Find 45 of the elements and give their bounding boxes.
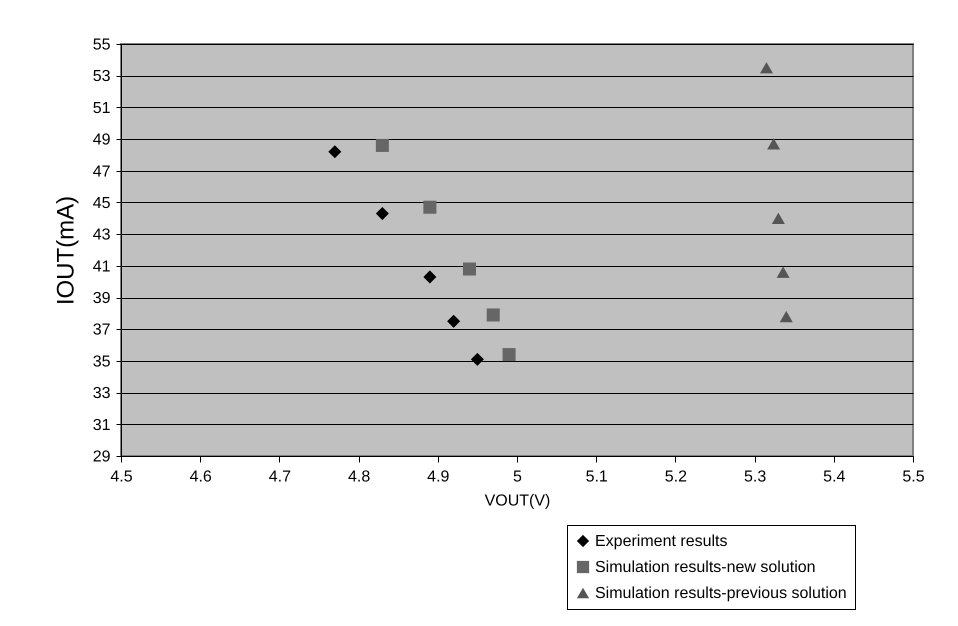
y-tick-label: 33 — [92, 385, 111, 402]
y-tick-label: 41 — [92, 258, 111, 276]
point — [447, 314, 460, 328]
point — [328, 145, 342, 158]
x-tick-label: 5.4 — [823, 468, 846, 486]
x-tick-label: 5.2 — [664, 468, 688, 486]
point — [760, 62, 773, 74]
point — [376, 138, 389, 152]
point — [470, 352, 484, 366]
point — [423, 270, 436, 284]
y-tick-label: 51 — [92, 100, 111, 117]
legend-label: Simulation results-new solution — [595, 559, 816, 576]
y-tick-label: 37 — [92, 322, 111, 339]
point — [486, 308, 500, 322]
x-axis-title: VOUT(V) — [484, 492, 550, 510]
x-tick-label: 5.5 — [902, 468, 925, 486]
point — [780, 310, 793, 322]
y-tick-label: 43 — [92, 226, 111, 244]
y-tick-label: 53 — [92, 68, 111, 86]
y-tick-label: 55 — [92, 36, 111, 54]
y-tick-label: 47 — [92, 163, 111, 180]
x-tick-label: 4.8 — [348, 468, 370, 486]
y-tick-label: 31 — [92, 416, 111, 434]
point — [772, 212, 785, 224]
point — [462, 262, 476, 276]
point — [502, 348, 516, 362]
y-tick-label: 45 — [92, 194, 111, 212]
legend-label: Simulation results-previous solution — [595, 585, 847, 602]
x-tick-label: 4.7 — [268, 468, 292, 486]
y-tick-label: 49 — [92, 132, 111, 149]
x-tick-label: 4.5 — [110, 468, 133, 486]
y-tick-label: 39 — [92, 290, 111, 308]
point — [376, 207, 389, 220]
y-tick-label: 29 — [92, 448, 111, 466]
y-tick-label: 35 — [92, 353, 111, 370]
legend-label: Experiment results — [595, 533, 728, 550]
x-tick-label: 4.6 — [190, 468, 212, 486]
point — [423, 200, 436, 214]
x-tick-label: 5.1 — [586, 468, 608, 486]
x-tick-label: 4.9 — [427, 468, 450, 486]
x-tick-label: 5 — [513, 468, 522, 486]
point — [767, 138, 780, 150]
x-tick-label: 5.3 — [744, 468, 766, 486]
y-axis-title: IOUT(mA) — [52, 196, 80, 306]
point — [776, 266, 790, 278]
